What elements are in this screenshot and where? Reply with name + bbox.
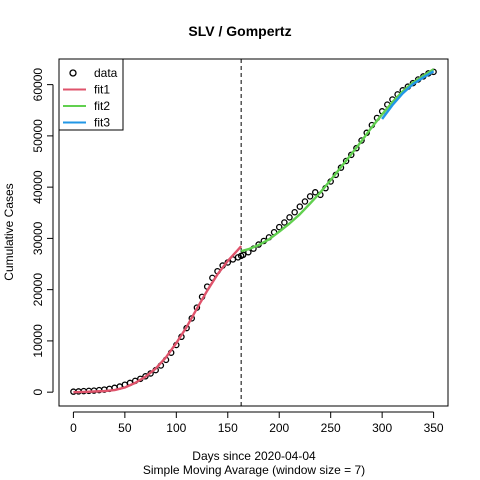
x-axis-sublabel: Simple Moving Avarage (window size = 7) (143, 463, 365, 477)
legend-swatch-data (69, 69, 77, 77)
y-tick-label: 20000 (31, 273, 45, 307)
y-tick-label: 10000 (31, 324, 45, 358)
data-point (296, 203, 304, 210)
legend-label-data: data (94, 66, 118, 80)
data-point (311, 189, 319, 196)
data-point (239, 251, 247, 259)
series-line-fit1 (73, 245, 243, 394)
y-tick-label: 0 (31, 389, 45, 396)
x-axis-label: Days since 2020-04-04 (192, 449, 316, 463)
x-tick-label: 350 (424, 421, 444, 435)
legend-box (58, 58, 124, 131)
data-point (286, 214, 293, 221)
data-point (275, 223, 283, 231)
data-point (281, 219, 288, 226)
x-tick-label: 0 (70, 421, 77, 435)
plot-area (58, 58, 449, 407)
legend-label-fit3: fit3 (94, 116, 110, 130)
data-point (306, 193, 314, 200)
data-point (291, 209, 298, 216)
x-tick-label: 200 (269, 421, 289, 435)
data-point (342, 157, 350, 165)
axes: 0 50 100 150 200 250 300 350 0 10000 20000 30000 400… (31, 68, 444, 435)
data-point (358, 137, 365, 144)
legend: data fit1 fit2 fit3 (58, 58, 124, 131)
y-tick-label: 30000 (31, 221, 45, 255)
y-tick-label: 50000 (31, 119, 45, 153)
y-tick-label: 60000 (31, 68, 45, 102)
data-point (142, 373, 149, 380)
data-point (337, 164, 345, 171)
x-tick-label: 300 (372, 421, 392, 435)
x-tick-label: 250 (321, 421, 341, 435)
legend-label-fit1: fit1 (94, 83, 110, 97)
y-axis-label: Cumulative Cases (2, 183, 16, 280)
y-tick-label: 40000 (31, 170, 45, 204)
data-point (353, 144, 360, 152)
data-point (301, 198, 309, 205)
legend-label-fit2: fit2 (94, 99, 110, 113)
series-layer (70, 68, 437, 395)
series-line-fit3 (381, 70, 435, 120)
x-tick-label: 150 (218, 421, 238, 435)
x-tick-label: 100 (166, 421, 186, 435)
series-line-fit2 (240, 68, 435, 253)
data-point (348, 151, 355, 159)
x-tick-label: 50 (118, 421, 132, 435)
data-point (234, 254, 242, 261)
chart-title: SLV / Gompertz (188, 23, 291, 39)
